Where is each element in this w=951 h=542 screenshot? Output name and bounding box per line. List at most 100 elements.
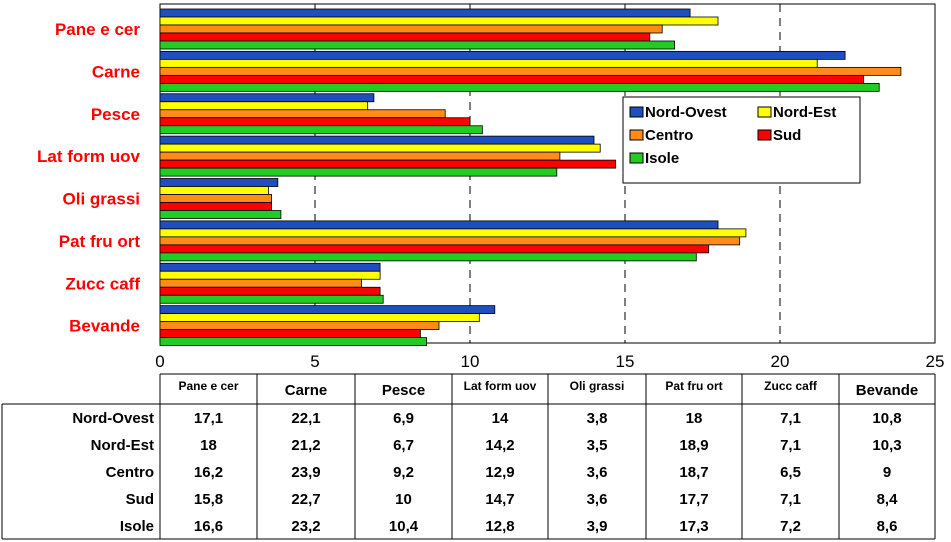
table-cell: 18,9: [679, 437, 708, 454]
bar: [159, 109, 446, 119]
table-cell: 7,1: [780, 491, 801, 508]
bar: [159, 270, 381, 280]
tick-label: 15: [616, 352, 635, 371]
table-cell: 23,2: [291, 518, 320, 535]
table-cell: 16,2: [194, 464, 223, 481]
x-axis-ticks: 0 5 10 15 20 25: [155, 352, 944, 371]
bar: [159, 151, 561, 161]
table-header: Pane e cer: [178, 379, 238, 393]
table-header: Pat fru ort: [665, 379, 722, 393]
bar: [159, 135, 595, 145]
table-cell: 10,8: [872, 410, 901, 427]
bar: [159, 313, 480, 323]
bar: [159, 58, 818, 68]
table-cell: 14,7: [485, 491, 514, 508]
table-cell: 12,8: [485, 518, 514, 535]
bar: [159, 228, 747, 238]
bar: [159, 24, 663, 34]
legend-swatch: [757, 129, 772, 141]
bar: [159, 117, 471, 127]
tick-label: 10: [461, 352, 480, 371]
category-label: Pane e cer: [55, 20, 140, 39]
bar: [159, 337, 428, 347]
tick-label: 0: [155, 352, 164, 371]
table-cell: 14: [492, 410, 509, 427]
table-cell: 10: [395, 491, 412, 508]
bar: [159, 32, 651, 42]
bar: [159, 66, 902, 76]
legend-entry: Nord-Est: [773, 104, 836, 121]
bar: [159, 210, 282, 219]
legend-entry: Centro: [645, 127, 693, 144]
table-header: Pesce: [382, 382, 425, 399]
legend-swatch: [757, 106, 772, 118]
table-cell: 10,3: [872, 437, 901, 454]
bar: [159, 16, 719, 26]
table-cell: 12,9: [485, 464, 514, 481]
bar: [159, 278, 362, 288]
bar: [159, 305, 496, 315]
data-table: Pane e cer Carne Pesce Lat form uov Oli gras…: [1, 373, 936, 540]
legend-entry: Sud: [773, 127, 801, 144]
bar: [159, 294, 384, 304]
category-label: Pat fru ort: [59, 232, 141, 251]
table-cell: 22,7: [291, 491, 320, 508]
bar: [159, 143, 601, 153]
category-labels: Pane e cer Carne Pesce Lat form uov Oli gras…: [37, 20, 140, 336]
table-cell: 3,6: [587, 491, 608, 508]
bar: [159, 82, 880, 92]
bar: [159, 329, 421, 339]
category-label: Bevande: [69, 317, 140, 336]
bar: [159, 159, 617, 169]
bar: [159, 167, 558, 177]
table-cell: 3,6: [587, 464, 608, 481]
table-cell: 18: [200, 437, 217, 454]
table-header: Oli grassi: [570, 379, 625, 393]
table-cell: 17,1: [194, 410, 223, 427]
table-cell: 14,2: [485, 437, 514, 454]
table-cell: 21,2: [291, 437, 320, 454]
table-header: Bevande: [856, 382, 919, 399]
category-label: Oli grassi: [63, 190, 140, 209]
table-cell: 22,1: [291, 410, 320, 427]
bar: [159, 40, 675, 50]
bar: [159, 8, 691, 18]
category-label: Lat form uov: [37, 147, 140, 166]
bar: [159, 101, 369, 111]
bar: [159, 125, 483, 135]
legend: Nord-Ovest Nord-Est Centro Sud Isole: [622, 96, 861, 184]
table-header: Zucc caff: [764, 379, 818, 393]
bar: [159, 286, 381, 296]
category-label: Carne: [92, 62, 140, 81]
table-cell: 16,6: [194, 518, 223, 535]
table-cell: 9: [883, 464, 891, 481]
legend-box: [622, 96, 861, 184]
table-cell: 6,5: [780, 464, 801, 481]
category-label: Zucc caff: [65, 274, 140, 293]
bar: [159, 252, 697, 262]
table-cell: 8,4: [877, 491, 899, 508]
table-cell: 23,9: [291, 464, 320, 481]
table-cell: 18: [686, 410, 703, 427]
table-cell: 10,4: [389, 518, 419, 535]
table-cell: 18,7: [679, 464, 708, 481]
table-header: Carne: [285, 382, 328, 399]
table-cell: 7,2: [780, 518, 801, 535]
table-row-label: Centro: [106, 464, 154, 481]
bar: [159, 50, 846, 60]
bar: [159, 220, 719, 230]
table-cell: 3,9: [587, 518, 608, 535]
table-row-label: Isole: [120, 518, 154, 535]
table-row-label: Nord-Ovest: [72, 410, 154, 427]
table-cell: 3,5: [587, 437, 608, 454]
legend-entry: Nord-Ovest: [645, 104, 727, 121]
bars: [159, 8, 902, 347]
table-cell: 6,9: [393, 410, 414, 427]
tick-label: 5: [310, 352, 319, 371]
bar: [159, 74, 865, 84]
table-header: Lat form uov: [464, 379, 537, 393]
bar: [159, 321, 440, 331]
bar: [159, 194, 272, 203]
legend-swatch: [629, 129, 644, 141]
